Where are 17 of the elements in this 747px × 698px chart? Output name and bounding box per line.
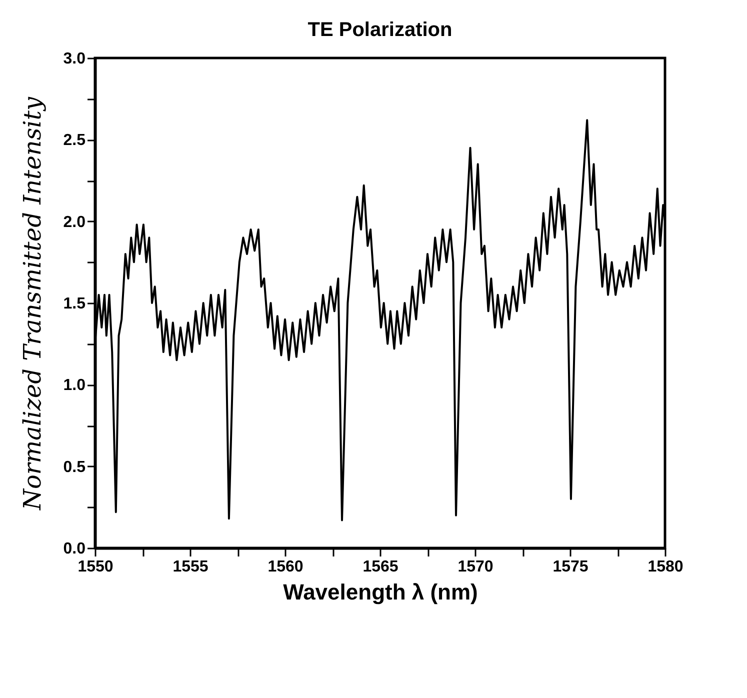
y-tick-label: 1.0 xyxy=(63,377,86,394)
y-tick-label: 2.0 xyxy=(63,214,86,231)
x-tick-label: 1565 xyxy=(362,558,398,576)
y-tick-label: 0.0 xyxy=(63,540,86,558)
y-tick-label: 3.0 xyxy=(63,50,86,68)
y-tick-label: 1.5 xyxy=(63,296,86,312)
x-tick-label: 1580 xyxy=(648,558,684,576)
x-axis-title: Wavelength λ (nm) xyxy=(283,580,478,604)
y-tick-label: 0.5 xyxy=(63,458,86,476)
x-tick-label: 1555 xyxy=(172,558,208,576)
x-tick-label: 1575 xyxy=(552,558,588,576)
y-tick-label: 2.5 xyxy=(63,132,86,150)
x-tick-label: 1550 xyxy=(78,558,114,576)
x-tick-label: 1560 xyxy=(268,558,304,576)
x-tick-label: 1570 xyxy=(458,558,494,576)
y-axis-title: Normalized Transmitted Intensity xyxy=(18,96,46,512)
chart-title: TE Polarization xyxy=(308,19,452,41)
